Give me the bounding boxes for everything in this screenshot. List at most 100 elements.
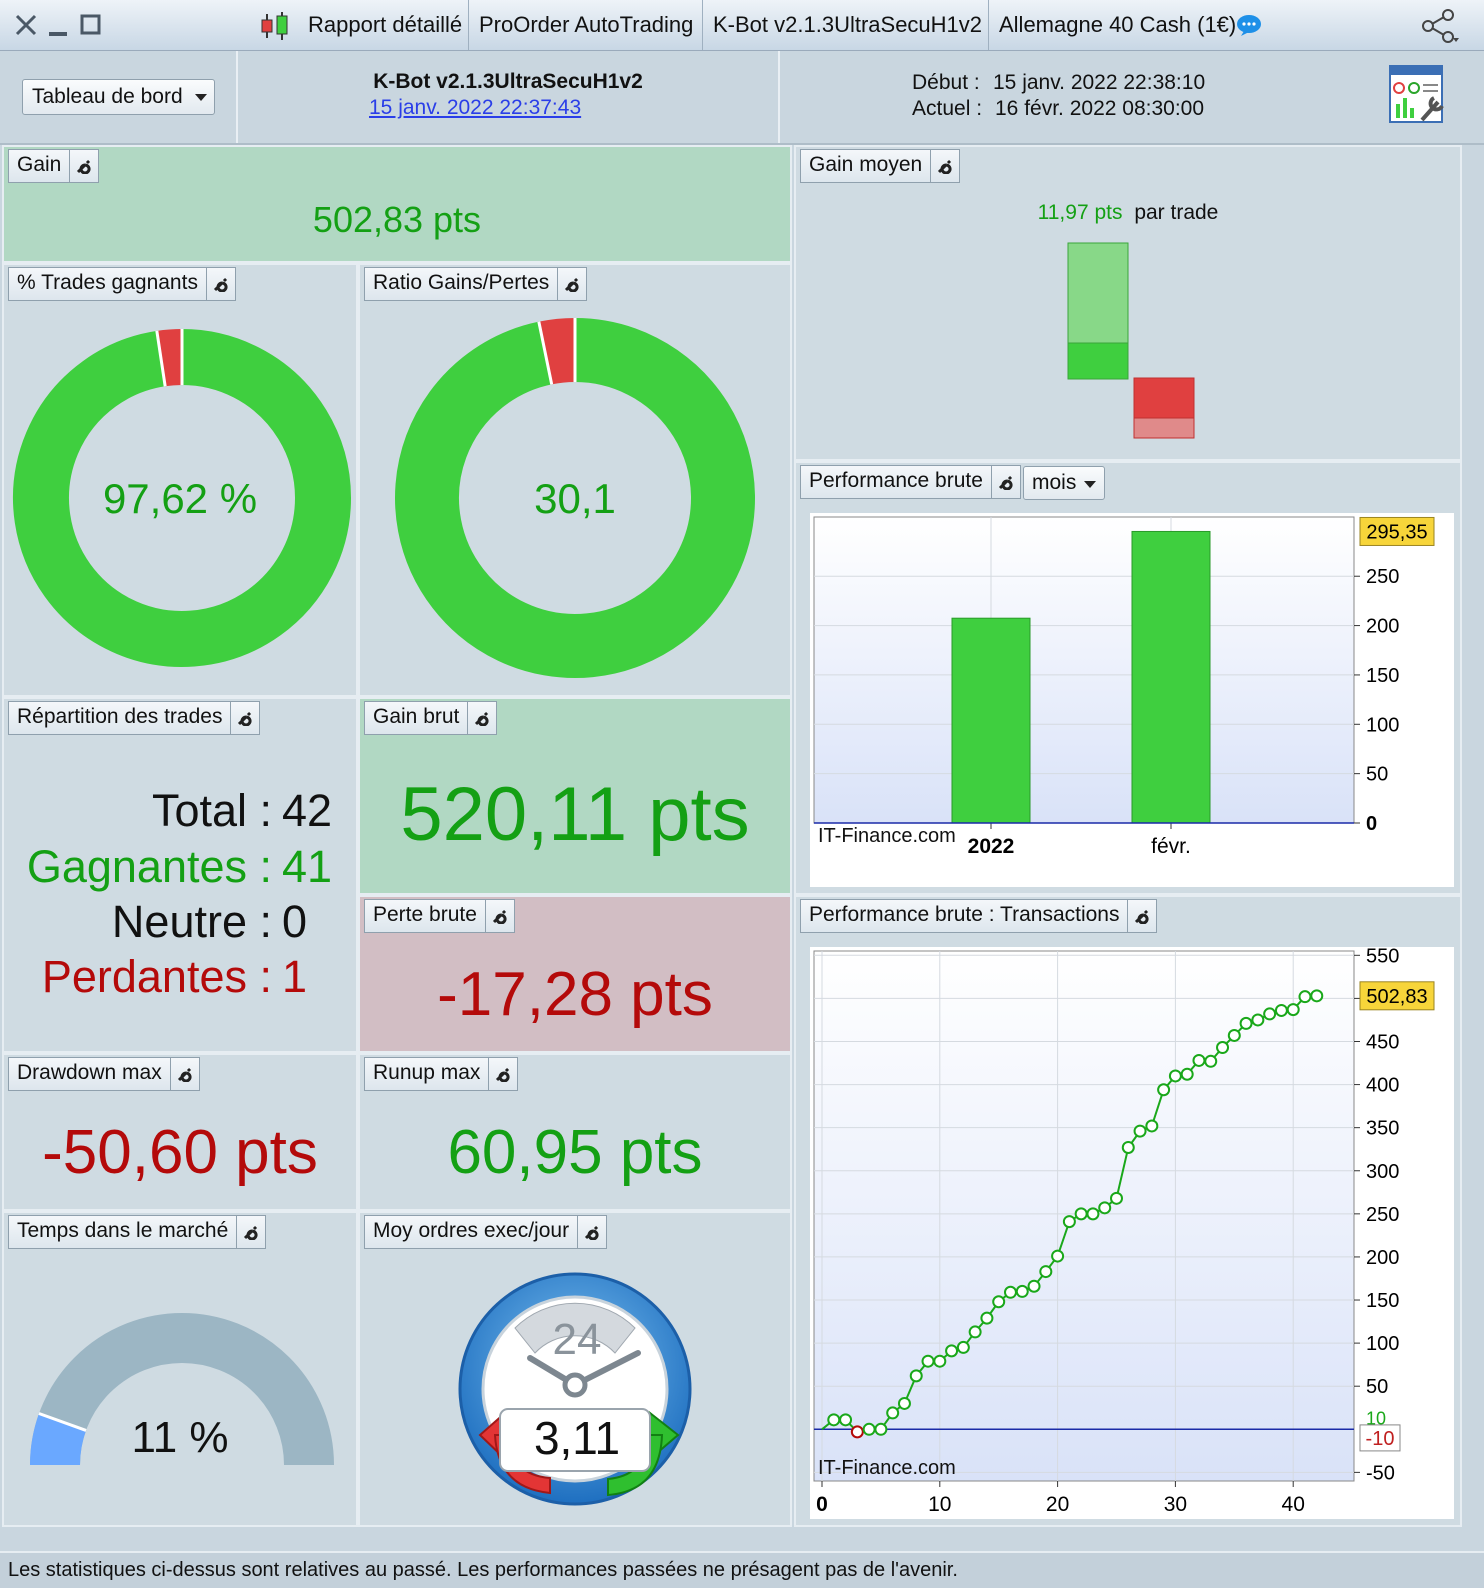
- wrench-icon[interactable]: [230, 702, 259, 734]
- wrench-icon[interactable]: [169, 1058, 199, 1090]
- low-value-label: -10: [1366, 1428, 1395, 1450]
- x-tick-label: 40: [1282, 1493, 1305, 1516]
- share-icon[interactable]: [1420, 8, 1460, 44]
- drawdown-value: -50,60 pts: [42, 1118, 318, 1187]
- tab-strategy[interactable]: K-Bot v2.1.3UltraSecuH1v2: [702, 0, 992, 50]
- strategy-date-link[interactable]: 15 janv. 2022 22:37:43: [369, 96, 582, 119]
- y-tick-label: 250: [1366, 566, 1399, 588]
- trade-point: [1239, 1016, 1253, 1030]
- panel-ordres-jour: Moy ordres exec/jour 24 3,11: [358, 1211, 792, 1527]
- panel-perf-transactions: Performance brute : Transactions -50 50 10…: [794, 895, 1462, 1527]
- trade-point: [1051, 1249, 1065, 1263]
- tab-instrument[interactable]: Allemagne 40 Cash (1€): [988, 0, 1246, 50]
- wrench-icon[interactable]: [488, 1058, 517, 1090]
- panel-title[interactable]: Ratio Gains/Pertes: [364, 267, 588, 301]
- trade-point: [1192, 1053, 1206, 1067]
- panel-title[interactable]: Perte brute: [364, 899, 515, 933]
- trade-point: [1086, 1207, 1100, 1221]
- trade-point: [1121, 1140, 1135, 1154]
- panel-title[interactable]: Gain moyen: [800, 149, 961, 183]
- panel-perte-brute: Perte brute -17,28 pts: [358, 895, 792, 1053]
- candlestick-chart-icon: [258, 10, 294, 42]
- gain-brut-value: 520,11 pts: [400, 772, 750, 857]
- panel-title[interactable]: Performance brute : Transactions: [800, 899, 1158, 933]
- panel-title-label: Gain: [17, 153, 62, 176]
- panel-title[interactable]: Répartition des trades: [8, 701, 261, 735]
- wrench-icon[interactable]: [577, 1216, 606, 1248]
- gauge-track: [30, 1313, 334, 1466]
- wrench-icon[interactable]: [205, 268, 235, 300]
- y-tick-label: 200: [1366, 1247, 1399, 1269]
- trade-point: [1062, 1215, 1076, 1229]
- last-value-badge: [1359, 981, 1435, 1011]
- watermark: IT-Finance.com: [818, 825, 956, 847]
- tab-proorder[interactable]: ProOrder AutoTrading: [468, 0, 703, 50]
- panel-title[interactable]: Moy ordres exec/jour: [364, 1215, 608, 1249]
- panel-title-label: % Trades gagnants: [17, 271, 198, 294]
- report-header: [0, 51, 1484, 145]
- tab-rapport-detaille[interactable]: Rapport détaillé: [308, 12, 463, 37]
- watermark: IT-Finance.com: [818, 1457, 956, 1479]
- trade-point: [1180, 1067, 1194, 1081]
- panel-ratio: Ratio Gains/Pertes 30,1: [358, 263, 792, 697]
- clock-label: 24: [552, 1315, 602, 1364]
- panel-title-label: Temps dans le marché: [17, 1219, 229, 1242]
- trade-point: [1157, 1083, 1171, 1097]
- panel-runup: Runup max 60,95 pts: [358, 1053, 792, 1211]
- total-label: Total :: [151, 785, 272, 836]
- maximize-icon[interactable]: [80, 14, 102, 36]
- panel-trades-gagnants: % Trades gagnants 97,62 %: [2, 263, 358, 697]
- wrench-icon[interactable]: [236, 1216, 265, 1248]
- panel-gain-brut: Gain brut 520,11 pts: [358, 697, 792, 895]
- trade-point: [1286, 1003, 1300, 1017]
- chevron-down-icon: [1084, 481, 1096, 488]
- debut-label: Début :: [912, 71, 980, 94]
- trade-point: [945, 1344, 959, 1358]
- x-tick-label: 10: [928, 1493, 951, 1516]
- loss-bar: [1133, 377, 1195, 419]
- trade-point: [862, 1422, 876, 1436]
- panel-repartition: Répartition des trades Total : 42 Gagnan…: [2, 697, 358, 1053]
- panel-title[interactable]: Performance brute: [800, 465, 1021, 499]
- trade-point: [1298, 990, 1312, 1004]
- wrench-icon[interactable]: [484, 900, 514, 932]
- wrench-icon[interactable]: [467, 702, 496, 734]
- wrench-icon[interactable]: [990, 466, 1020, 498]
- wrench-icon[interactable]: [557, 268, 586, 300]
- wrench-icon[interactable]: [1127, 900, 1156, 932]
- x-tick-label: 20: [1046, 1493, 1069, 1516]
- wrench-icon[interactable]: [69, 150, 98, 182]
- minimize-icon[interactable]: [48, 13, 70, 37]
- bar: [1131, 530, 1211, 824]
- panel-title[interactable]: Drawdown max: [8, 1057, 200, 1091]
- trade-point: [1133, 1124, 1147, 1138]
- panel-title[interactable]: Gain: [8, 149, 100, 183]
- winrate-donut: [13, 329, 351, 667]
- period-select[interactable]: mois: [1023, 466, 1105, 500]
- last-value-badge: [1359, 516, 1435, 546]
- debut-value: 15 janv. 2022 22:38:10: [993, 71, 1206, 94]
- close-icon[interactable]: [14, 13, 38, 37]
- y-tick-label: -50: [1366, 1462, 1395, 1484]
- panel-drawdown: Drawdown max -50,60 pts: [2, 1053, 358, 1211]
- panel-title-label: Runup max: [373, 1061, 481, 1084]
- panel-title[interactable]: Gain brut: [364, 701, 498, 735]
- wrench-icon[interactable]: [930, 150, 959, 182]
- y-tick-label: 250: [1366, 1204, 1399, 1226]
- panel-temps-marche: Temps dans le marché 11 %: [2, 1211, 358, 1527]
- trade-point: [1310, 989, 1324, 1003]
- dashboard-select[interactable]: Tableau de bord: [22, 79, 215, 115]
- chat-bubble-icon[interactable]: [1236, 13, 1262, 37]
- gain-bar: [1067, 342, 1129, 380]
- panel-title[interactable]: % Trades gagnants: [8, 267, 236, 301]
- panel-gain-moyen: Gain moyen 11,97 pts par trade: [794, 145, 1462, 461]
- panel-title[interactable]: Runup max: [364, 1057, 519, 1091]
- gain-moyen-suffix: par trade: [1134, 201, 1219, 224]
- trade-point: [1251, 1013, 1265, 1027]
- y-tick-label: 200: [1366, 616, 1399, 638]
- panel-title[interactable]: Temps dans le marché: [8, 1215, 267, 1249]
- trade-point: [1227, 1028, 1241, 1042]
- trade-point: [850, 1425, 864, 1439]
- time-in-market-gauge: [30, 1313, 334, 1466]
- dashboard-settings-icon[interactable]: [1388, 64, 1446, 126]
